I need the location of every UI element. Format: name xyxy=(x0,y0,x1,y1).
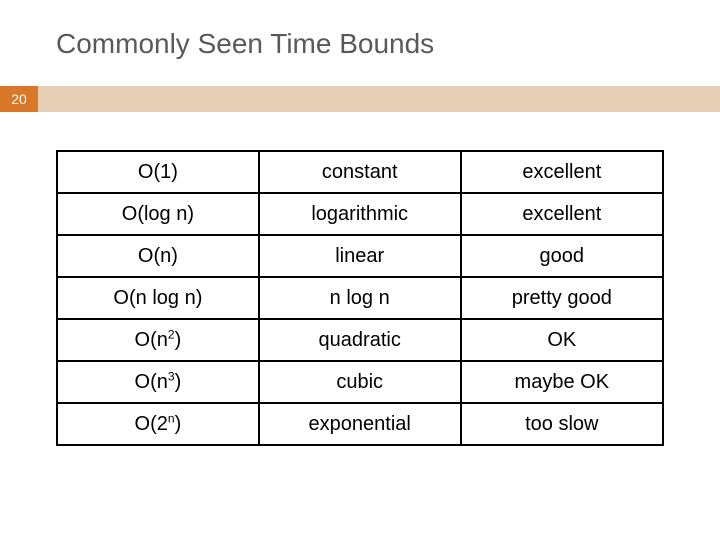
rating-cell: maybe OK xyxy=(461,361,663,403)
notation-cell: O(2n) xyxy=(57,403,259,445)
name-cell: cubic xyxy=(259,361,461,403)
notation-cell: O(1) xyxy=(57,151,259,193)
table-row: O(n3)cubicmaybe OK xyxy=(57,361,663,403)
name-cell: linear xyxy=(259,235,461,277)
rating-cell: pretty good xyxy=(461,277,663,319)
table-row: O(1)constantexcellent xyxy=(57,151,663,193)
time-bounds-table: O(1)constantexcellentO(log n)logarithmic… xyxy=(56,150,664,446)
name-cell: n log n xyxy=(259,277,461,319)
name-cell: quadratic xyxy=(259,319,461,361)
name-cell: constant xyxy=(259,151,461,193)
notation-cell: O(n3) xyxy=(57,361,259,403)
table-row: O(n2)quadraticOK xyxy=(57,319,663,361)
rating-cell: good xyxy=(461,235,663,277)
name-cell: exponential xyxy=(259,403,461,445)
table-row: O(n)lineargood xyxy=(57,235,663,277)
notation-cell: O(log n) xyxy=(57,193,259,235)
time-bounds-table-wrap: O(1)constantexcellentO(log n)logarithmic… xyxy=(56,150,664,446)
accent-bar xyxy=(0,86,720,112)
notation-cell: O(n2) xyxy=(57,319,259,361)
rating-cell: excellent xyxy=(461,151,663,193)
table-row: O(2n)exponentialtoo slow xyxy=(57,403,663,445)
slide-title: Commonly Seen Time Bounds xyxy=(0,0,720,60)
rating-cell: too slow xyxy=(461,403,663,445)
name-cell: logarithmic xyxy=(259,193,461,235)
table-row: O(log n)logarithmicexcellent xyxy=(57,193,663,235)
page-number-badge: 20 xyxy=(0,86,38,112)
notation-cell: O(n) xyxy=(57,235,259,277)
table-row: O(n log n)n log npretty good xyxy=(57,277,663,319)
rating-cell: OK xyxy=(461,319,663,361)
rating-cell: excellent xyxy=(461,193,663,235)
notation-cell: O(n log n) xyxy=(57,277,259,319)
